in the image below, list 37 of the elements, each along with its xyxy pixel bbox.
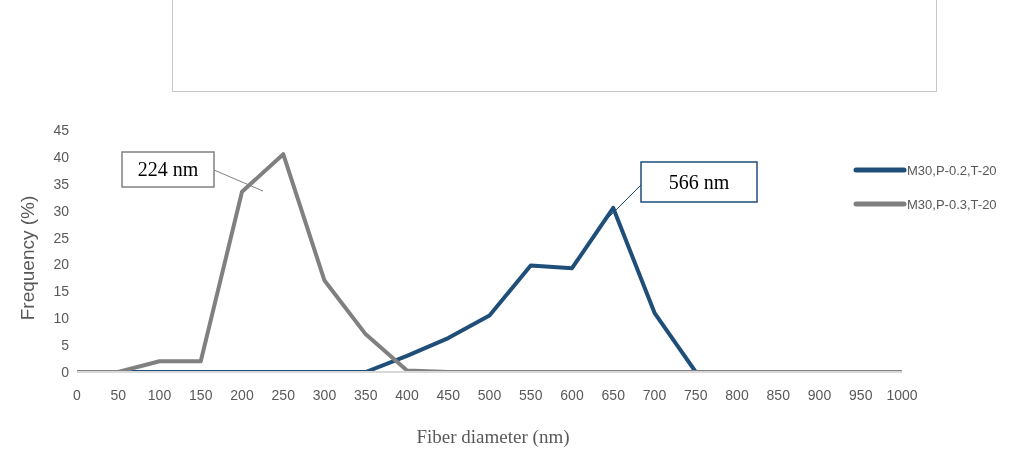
x-tick-label: 0 (73, 386, 82, 403)
x-tick-label: 950 (849, 386, 873, 403)
y-tick-label: 0 (61, 363, 70, 380)
legend-label: M30,P-0.3,T-20 (907, 196, 997, 212)
x-tick-label: 650 (601, 386, 626, 403)
annotation: 566 nm (641, 162, 757, 202)
y-tick-label: 25 (53, 229, 70, 246)
y-tick-label: 40 (53, 148, 70, 165)
x-tick-label: 400 (395, 386, 419, 403)
x-tick-label: 850 (766, 386, 791, 403)
y-tick-label: 20 (53, 256, 70, 273)
y-tick-label: 45 (53, 121, 70, 138)
x-tick-label: 450 (436, 386, 461, 403)
x-tick-label: 1000 (886, 386, 918, 403)
x-tick-label: 350 (354, 386, 378, 403)
x-tick-label: 550 (519, 386, 543, 403)
annotation: 224 nm (122, 152, 214, 187)
x-axis-title: Fiber diameter (nm) (415, 426, 571, 448)
y-axis-title: Frequency (%) (17, 195, 39, 321)
x-tick-label: 150 (189, 386, 213, 403)
x-tick-label: 200 (230, 386, 254, 403)
x-tick-label: 750 (684, 386, 708, 403)
x-tick-label: 500 (477, 386, 502, 403)
x-tick-label: 50 (110, 386, 127, 403)
legend-label: M30,P-0.2,T-20 (907, 162, 997, 178)
x-tick-label: 800 (725, 386, 749, 403)
x-tick-label: 900 (807, 386, 832, 403)
x-tick-label: 100 (147, 386, 172, 403)
y-tick-label: 5 (61, 337, 70, 354)
x-tick-label: 250 (271, 386, 296, 403)
y-tick-label: 30 (53, 202, 70, 219)
y-tick-label: 15 (53, 283, 70, 300)
x-tick-label: 700 (642, 386, 667, 403)
y-tick-label: 10 (53, 310, 70, 327)
y-tick-label: 35 (53, 175, 70, 192)
x-tick-label: 600 (560, 386, 584, 403)
x-tick-label: 300 (312, 386, 337, 403)
